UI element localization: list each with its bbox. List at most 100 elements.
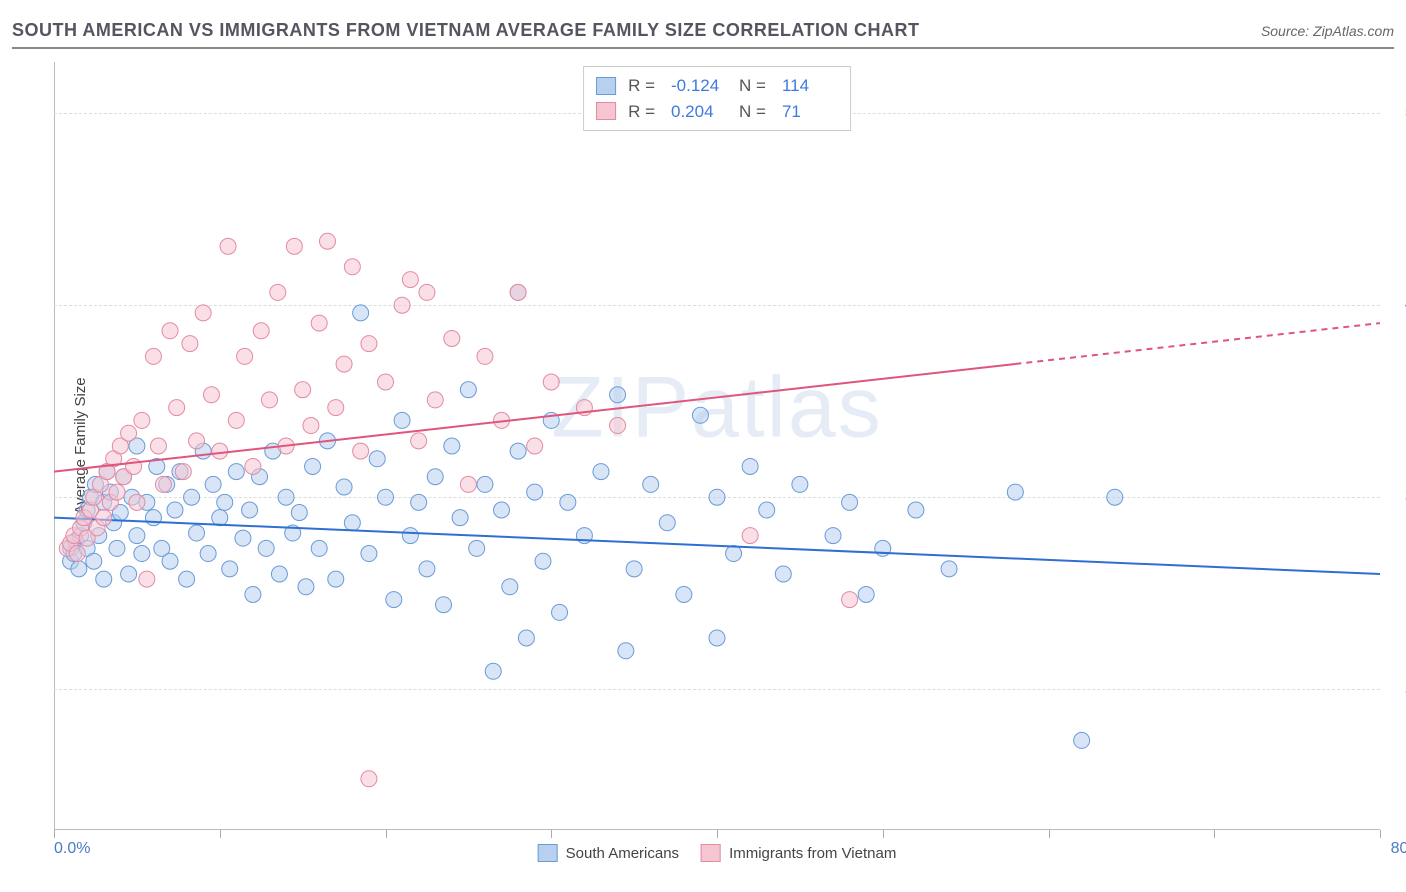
scatter-point [121,425,137,441]
scatter-point [86,553,102,569]
scatter-point [1074,732,1090,748]
legend-label-blue: South Americans [566,845,679,862]
scatter-point [150,438,166,454]
scatter-point [271,566,287,582]
scatter-point [452,510,468,526]
scatter-point [71,561,87,577]
scatter-point [502,579,518,595]
scatter-point [129,494,145,510]
scatter-point [205,476,221,492]
source-attribution: Source: ZipAtlas.com [1261,23,1394,39]
legend-item-blue: South Americans [538,844,679,862]
scatter-point [228,464,244,480]
x-tick [1380,830,1381,838]
scatter-point [494,502,510,518]
scatter-point [298,579,314,595]
scatter-point [217,494,233,510]
x-tick [1049,830,1050,838]
scatter-point [245,586,261,602]
scatter-point [245,458,261,474]
scatter-point [278,489,294,505]
scatter-point [460,382,476,398]
scatter-point [189,525,205,541]
swatch-blue [538,844,558,862]
scatter-point [200,546,216,562]
scatter-point [378,374,394,390]
scatter-point [261,392,277,408]
scatter-point [353,305,369,321]
scatter-point [291,505,307,521]
x-tick [386,830,387,838]
scatter-point [378,489,394,505]
scatter-point [477,476,493,492]
scatter-point [510,284,526,300]
scatter-plot-svg [54,62,1380,830]
scatter-point [155,476,171,492]
x-axis-min-label: 0.0% [54,840,90,858]
scatter-point [179,571,195,587]
scatter-point [182,336,198,352]
scatter-point [242,502,258,518]
scatter-point [842,592,858,608]
scatter-point [96,510,112,526]
scatter-point [618,643,634,659]
scatter-point [228,412,244,428]
scatter-point [328,400,344,416]
x-tick [54,830,55,838]
scatter-point [842,494,858,510]
scatter-point [121,566,137,582]
scatter-point [676,586,692,602]
scatter-point [212,510,228,526]
scatter-point [742,458,758,474]
scatter-point [109,484,125,500]
scatter-point [419,284,435,300]
scatter-point [709,630,725,646]
trend-line-solid [54,364,1015,472]
scatter-point [419,561,435,577]
scatter-point [286,238,302,254]
scatter-point [469,540,485,556]
scatter-point [336,356,352,372]
scatter-point [610,387,626,403]
swatch-pink [701,844,721,862]
trend-line [54,518,1380,574]
scatter-point [134,412,150,428]
scatter-point [858,586,874,602]
scatter-point [552,604,568,620]
scatter-point [369,451,385,467]
scatter-point [139,571,155,587]
scatter-point [643,476,659,492]
scatter-point [460,476,476,492]
scatter-point [134,546,150,562]
scatter-point [328,571,344,587]
scatter-point [775,566,791,582]
scatter-point [167,502,183,518]
scatter-point [477,348,493,364]
scatter-point [361,546,377,562]
scatter-point [270,284,286,300]
scatter-point [344,515,360,531]
scatter-point [344,259,360,275]
scatter-point [169,400,185,416]
series-legend: South Americans Immigrants from Vietnam [538,844,897,862]
scatter-point [129,528,145,544]
scatter-point [560,494,576,510]
x-tick [551,830,552,838]
x-tick [883,830,884,838]
scatter-point [444,438,460,454]
scatter-point [427,392,443,408]
scatter-point [742,528,758,544]
scatter-point [253,323,269,339]
chart-title: SOUTH AMERICAN VS IMMIGRANTS FROM VIETNA… [12,20,920,41]
scatter-point [336,479,352,495]
scatter-point [305,458,321,474]
x-axis-max-label: 80.0% [1391,840,1406,858]
scatter-point [220,238,236,254]
scatter-point [543,374,559,390]
trend-line-dashed [1015,323,1380,364]
scatter-point [659,515,675,531]
scatter-point [792,476,808,492]
scatter-point [908,502,924,518]
scatter-point [184,489,200,505]
scatter-point [1107,489,1123,505]
